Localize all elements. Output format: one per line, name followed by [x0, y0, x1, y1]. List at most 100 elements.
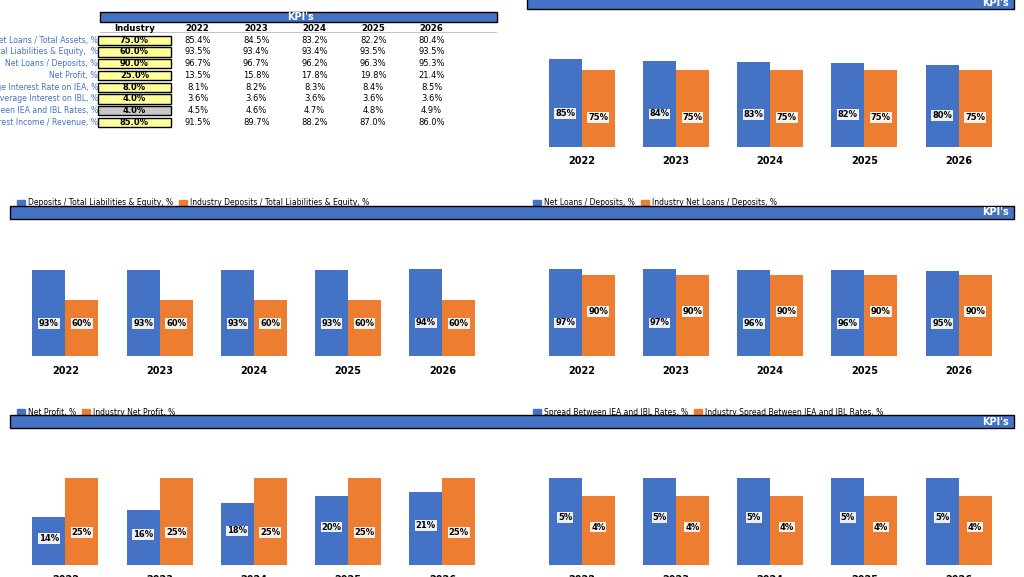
Text: KPI's: KPI's — [287, 12, 313, 21]
Text: 13.5%: 13.5% — [184, 71, 211, 80]
Text: 4.0%: 4.0% — [123, 106, 146, 115]
Text: 93%: 93% — [227, 319, 247, 328]
Text: KPI's: KPI's — [982, 417, 1009, 427]
Text: 94%: 94% — [416, 319, 436, 327]
Text: 8.1%: 8.1% — [187, 83, 209, 92]
Bar — [549, 269, 582, 356]
Text: 3.6%: 3.6% — [421, 95, 442, 103]
Text: 93.4%: 93.4% — [301, 47, 328, 57]
Text: Average Interest Rate on IEA, %: Average Interest Rate on IEA, % — [0, 83, 98, 92]
Text: 96.3%: 96.3% — [359, 59, 386, 68]
Bar — [410, 269, 442, 356]
Bar — [315, 270, 348, 356]
Text: 93%: 93% — [39, 319, 58, 328]
Text: 85.4%: 85.4% — [184, 36, 211, 44]
Text: 90%: 90% — [777, 307, 797, 316]
Text: Net Loans / Total Assets, %: Net Loans / Total Assets, % — [0, 36, 98, 44]
FancyBboxPatch shape — [98, 36, 171, 45]
Bar — [676, 496, 709, 565]
Text: 2026: 2026 — [420, 24, 443, 33]
Text: 84.5%: 84.5% — [243, 36, 269, 44]
Text: 15.8%: 15.8% — [243, 71, 269, 80]
FancyBboxPatch shape — [98, 71, 171, 80]
Text: 2023: 2023 — [245, 24, 268, 33]
Text: 5%: 5% — [935, 513, 949, 522]
Bar — [926, 478, 958, 565]
Legend: Net Loans / Deposits, %, Industry Net Loans / Deposits, %: Net Loans / Deposits, %, Industry Net Lo… — [530, 195, 780, 210]
Text: 3.6%: 3.6% — [362, 95, 384, 103]
Text: 60%: 60% — [260, 319, 281, 328]
Text: 90%: 90% — [966, 307, 985, 316]
Bar — [221, 270, 254, 356]
Text: 96.2%: 96.2% — [301, 59, 328, 68]
Text: 8.4%: 8.4% — [362, 83, 384, 92]
Text: 4.0%: 4.0% — [123, 95, 146, 103]
Text: Average Interest on IBL, %: Average Interest on IBL, % — [0, 95, 98, 103]
Legend: Deposits / Total Liabilities & Equity, %, Industry Deposits / Total Liabilities : Deposits / Total Liabilities & Equity, %… — [14, 195, 372, 210]
Text: Net Loans / Deposits, %: Net Loans / Deposits, % — [5, 59, 98, 68]
Legend: Net Profit, %, Industry Net Profit, %: Net Profit, %, Industry Net Profit, % — [14, 404, 178, 419]
Text: 75%: 75% — [776, 113, 797, 122]
Bar — [582, 70, 614, 147]
Text: 88.2%: 88.2% — [301, 118, 328, 127]
Text: 4%: 4% — [591, 523, 605, 531]
Text: 83%: 83% — [743, 110, 764, 119]
Text: 8.5%: 8.5% — [421, 83, 442, 92]
Text: 80.4%: 80.4% — [419, 36, 444, 44]
Legend: Spread Between IEA and IBL Rates, %, Industry Spread Between IEA and IBL Rates, : Spread Between IEA and IBL Rates, %, Ind… — [530, 404, 887, 419]
Text: 97%: 97% — [555, 319, 575, 327]
Text: 90%: 90% — [683, 307, 702, 316]
Text: Net Profit, %: Net Profit, % — [49, 71, 98, 80]
Bar — [33, 270, 66, 356]
Text: 5%: 5% — [841, 513, 855, 522]
FancyBboxPatch shape — [98, 83, 171, 92]
Text: 93%: 93% — [133, 319, 153, 328]
Text: 3.6%: 3.6% — [187, 95, 209, 103]
Text: 8.3%: 8.3% — [304, 83, 326, 92]
Bar — [831, 62, 864, 147]
Bar — [770, 70, 803, 147]
Text: Industry: Industry — [114, 24, 155, 33]
Bar — [66, 301, 98, 356]
Bar — [160, 301, 193, 356]
Bar — [254, 478, 287, 565]
Bar — [643, 269, 676, 356]
Bar — [831, 478, 864, 565]
Text: 16%: 16% — [133, 530, 154, 539]
Bar — [127, 509, 160, 565]
Text: 5%: 5% — [558, 513, 572, 522]
Text: 80%: 80% — [932, 111, 952, 120]
Bar — [770, 275, 803, 356]
Text: 75%: 75% — [588, 113, 608, 122]
Text: 17.8%: 17.8% — [301, 71, 328, 80]
Text: 2025: 2025 — [361, 24, 385, 33]
Text: 14%: 14% — [39, 534, 59, 543]
Bar — [864, 275, 897, 356]
Bar — [926, 65, 958, 147]
Bar — [582, 275, 614, 356]
Bar — [549, 478, 582, 565]
Legend: Net Loans / Total Assets, %, Industry Net Loans / Total Assets, %: Net Loans / Total Assets, %, Industry Ne… — [530, 0, 804, 1]
Text: 84%: 84% — [649, 110, 670, 118]
Text: 25%: 25% — [354, 528, 375, 537]
Text: 83.2%: 83.2% — [301, 36, 328, 44]
Bar — [442, 478, 475, 565]
Text: 82%: 82% — [838, 110, 858, 119]
Bar — [737, 62, 770, 147]
Text: 4.6%: 4.6% — [246, 106, 267, 115]
Text: 5%: 5% — [652, 513, 667, 522]
Bar — [582, 496, 614, 565]
Text: 60%: 60% — [166, 319, 186, 328]
Text: 25%: 25% — [72, 528, 92, 537]
Bar — [864, 496, 897, 565]
Bar — [66, 478, 98, 565]
Text: Net Interest Income / Revenue, %: Net Interest Income / Revenue, % — [0, 118, 98, 127]
Text: 2024: 2024 — [303, 24, 327, 33]
Text: 93.5%: 93.5% — [359, 47, 386, 57]
Text: 4.8%: 4.8% — [362, 106, 384, 115]
Bar — [348, 478, 381, 565]
Bar — [958, 70, 991, 147]
Text: 96.7%: 96.7% — [243, 59, 269, 68]
Text: 3.6%: 3.6% — [304, 95, 326, 103]
Text: 90.0%: 90.0% — [120, 59, 148, 68]
